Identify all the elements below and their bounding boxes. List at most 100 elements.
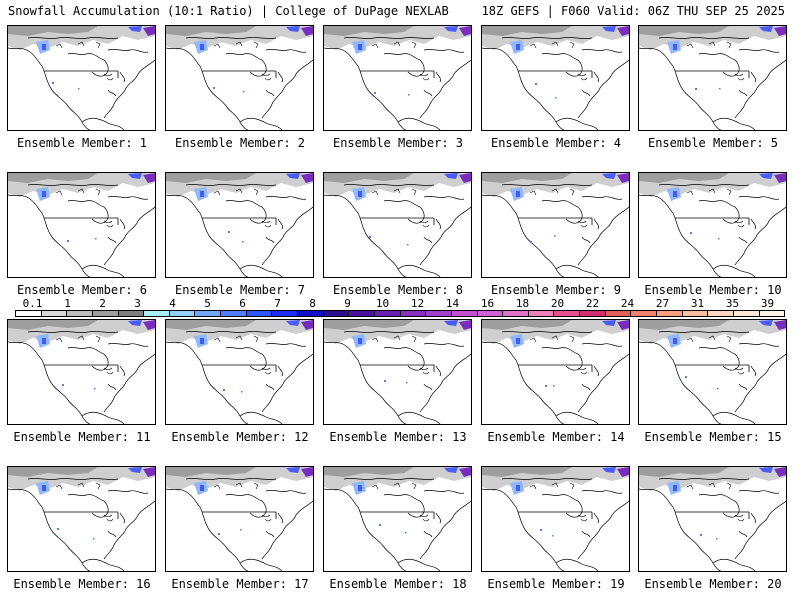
snow-shading-heavy bbox=[639, 26, 729, 36]
colorbar-swatch bbox=[16, 311, 42, 316]
snow-moderate-area bbox=[128, 320, 142, 326]
north-america-map bbox=[8, 26, 155, 130]
snow-max-area bbox=[774, 467, 786, 477]
snow-moderate-area bbox=[444, 320, 458, 326]
colorbar-swatch bbox=[477, 311, 504, 316]
colorbar-tick-label: 8 bbox=[309, 297, 316, 310]
alaska-snow-core bbox=[358, 485, 362, 491]
snow-shading-heavy bbox=[482, 320, 572, 330]
map-frame bbox=[481, 466, 630, 572]
map-title: Snowfall Accumulation (10:1 Ratio) | Col… bbox=[8, 4, 449, 18]
north-america-map bbox=[166, 320, 313, 424]
colorbar-tick-label: 12 bbox=[410, 297, 425, 310]
north-america-map bbox=[639, 320, 786, 424]
north-america-map bbox=[324, 320, 471, 424]
snow-moderate-area bbox=[286, 26, 300, 32]
colorbar-swatch bbox=[298, 311, 324, 316]
colorbar-tick-label: 3 bbox=[134, 297, 141, 310]
snow-max-area bbox=[459, 173, 471, 183]
colorbar-tick-label: 7 bbox=[274, 297, 281, 310]
north-america-map bbox=[8, 467, 155, 571]
alaska-snow-core bbox=[358, 338, 362, 344]
alaska-snow-core bbox=[673, 485, 677, 491]
colorbar-swatch bbox=[169, 311, 196, 316]
snow-shading-heavy bbox=[482, 26, 572, 36]
map-frame bbox=[481, 172, 630, 278]
ensemble-member-label: Ensemble Member: 5 bbox=[647, 136, 779, 150]
snow-moderate-area bbox=[602, 173, 616, 179]
snow-moderate-area bbox=[286, 467, 300, 473]
north-america-map bbox=[482, 467, 629, 571]
colorbar bbox=[15, 310, 785, 317]
colorbar-tick-label: 10 bbox=[375, 297, 390, 310]
snow-shading-heavy bbox=[166, 467, 256, 477]
alaska-snow-core bbox=[358, 44, 362, 50]
north-america-map bbox=[166, 173, 313, 277]
alaska-snow-core bbox=[516, 44, 520, 50]
snow-shading-heavy bbox=[482, 173, 572, 183]
snow-max-area bbox=[617, 467, 629, 477]
ensemble-member-label: Ensemble Member: 12 bbox=[171, 430, 309, 444]
alaska-snow-core bbox=[358, 191, 362, 197]
colorbar-tick-label: 31 bbox=[690, 297, 705, 310]
colorbar-swatch bbox=[246, 311, 273, 316]
snow-shading-heavy bbox=[166, 320, 256, 330]
colorbar-tick-label: 18 bbox=[515, 297, 530, 310]
colorbar-swatch bbox=[528, 311, 555, 316]
map-frame bbox=[323, 25, 472, 131]
colorbar-swatch bbox=[272, 311, 299, 316]
snow-moderate-area bbox=[759, 173, 773, 179]
colorbar-swatch bbox=[118, 311, 145, 316]
alaska-snow-core bbox=[200, 338, 204, 344]
snow-max-area bbox=[143, 320, 155, 330]
ensemble-member-label: Ensemble Member: 3 bbox=[332, 136, 464, 150]
snow-moderate-area bbox=[759, 26, 773, 32]
ensemble-member-label: Ensemble Member: 20 bbox=[644, 577, 782, 591]
north-america-map bbox=[324, 467, 471, 571]
alaska-snow-core bbox=[200, 191, 204, 197]
alaska-snow-core bbox=[42, 485, 46, 491]
map-frame bbox=[638, 25, 787, 131]
north-america-map bbox=[482, 26, 629, 130]
colorbar-swatch bbox=[733, 311, 760, 316]
snow-shading-heavy bbox=[8, 26, 98, 36]
ensemble-member-label: Ensemble Member: 11 bbox=[13, 430, 151, 444]
snow-max-area bbox=[301, 320, 313, 330]
north-america-map bbox=[639, 173, 786, 277]
map-frame bbox=[7, 172, 156, 278]
snow-max-area bbox=[143, 26, 155, 36]
map-frame bbox=[165, 466, 314, 572]
map-frame bbox=[323, 466, 472, 572]
snow-shading-heavy bbox=[166, 173, 256, 183]
colorbar-tick-label: 2 bbox=[99, 297, 106, 310]
colorbar-swatch bbox=[144, 311, 170, 316]
map-frame bbox=[7, 466, 156, 572]
snow-shading-heavy bbox=[166, 26, 256, 36]
north-america-map bbox=[639, 467, 786, 571]
ensemble-member-label: Ensemble Member: 6 bbox=[16, 283, 148, 297]
snow-shading-heavy bbox=[324, 320, 414, 330]
colorbar-swatch bbox=[221, 311, 247, 316]
snow-shading-heavy bbox=[324, 467, 414, 477]
snow-max-area bbox=[301, 26, 313, 36]
snow-max-area bbox=[617, 320, 629, 330]
colorbar-swatch bbox=[400, 311, 427, 316]
colorbar-tick-label: 0.1 bbox=[22, 297, 43, 310]
colorbar-swatch bbox=[554, 311, 581, 316]
snow-shading-heavy bbox=[639, 173, 729, 183]
snow-moderate-area bbox=[759, 467, 773, 473]
colorbar-tick-label: 39 bbox=[760, 297, 775, 310]
ensemble-member-label: Ensemble Member: 19 bbox=[487, 577, 625, 591]
colorbar-swatch bbox=[708, 311, 734, 316]
snow-max-area bbox=[301, 173, 313, 183]
snow-max-area bbox=[301, 467, 313, 477]
alaska-snow-core bbox=[516, 191, 520, 197]
north-america-map bbox=[166, 467, 313, 571]
colorbar-swatch bbox=[426, 311, 452, 316]
colorbar-tick-label: 24 bbox=[620, 297, 635, 310]
colorbar-swatch bbox=[657, 311, 683, 316]
snow-moderate-area bbox=[444, 467, 458, 473]
alaska-snow-core bbox=[200, 485, 204, 491]
alaska-snow-core bbox=[673, 191, 677, 197]
colorbar-tick-label: 9 bbox=[344, 297, 351, 310]
